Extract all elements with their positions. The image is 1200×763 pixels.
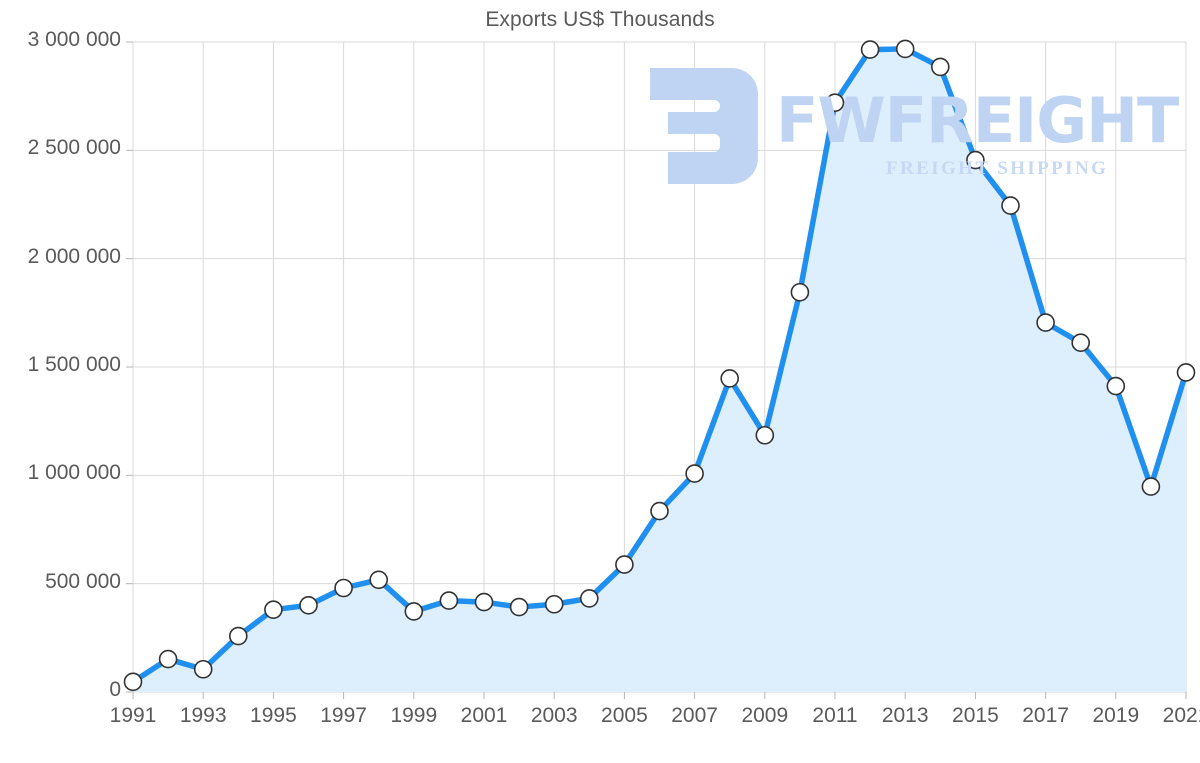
data-point-2012[interactable]: [860, 40, 880, 59]
x-axis-tick-label: 1993: [179, 704, 227, 727]
x-axis-tick-label: 1997: [320, 704, 367, 727]
data-point-1993[interactable]: [193, 659, 213, 679]
x-axis-tick-label: 2005: [601, 704, 648, 727]
x-axis-tick-label: 2007: [671, 704, 718, 727]
data-point-2008[interactable]: [720, 369, 740, 388]
data-point-2006[interactable]: [650, 501, 669, 521]
y-axis-tick-label: 2 000 000: [27, 244, 121, 268]
y-axis-tick-label: 1 000 000: [27, 461, 121, 485]
x-axis-tick-label: 1999: [390, 704, 438, 727]
data-point-2007[interactable]: [685, 464, 704, 483]
data-point-1997[interactable]: [334, 578, 353, 598]
x-axis-tick-label: 1995: [250, 704, 297, 727]
data-point-2009[interactable]: [755, 425, 775, 445]
data-point-2010[interactable]: [790, 282, 810, 302]
chart-title: Exports US$ Thousands: [485, 8, 715, 31]
data-point-1992[interactable]: [158, 649, 178, 669]
area-fill: [133, 48, 1186, 693]
data-point-2011[interactable]: [825, 93, 845, 112]
x-axis-tick-label: 2021: [1162, 704, 1200, 727]
x-axis-tick-label: 2011: [812, 704, 858, 727]
y-axis-tick-label: 1 500 000: [27, 353, 121, 376]
x-axis-tick-label: 2015: [952, 704, 999, 727]
data-point-2016[interactable]: [1001, 196, 1020, 215]
data-point-2014[interactable]: [930, 57, 950, 77]
data-point-2021[interactable]: [1176, 363, 1196, 382]
data-point-markers[interactable]: [123, 39, 1196, 692]
data-point-1999[interactable]: [404, 602, 424, 621]
data-point-2020[interactable]: [1141, 477, 1161, 496]
data-point-1996[interactable]: [299, 596, 318, 615]
data-point-2018[interactable]: [1071, 333, 1090, 353]
data-point-2004[interactable]: [579, 589, 599, 608]
x-axis-tick-label: 2001: [460, 704, 508, 727]
x-axis-tick-label: 2017: [1022, 704, 1069, 727]
data-point-2000[interactable]: [439, 591, 459, 610]
axis-tickmarks: [126, 41, 1187, 699]
x-axis-tick-label: 2003: [530, 704, 578, 727]
data-point-2015[interactable]: [966, 150, 985, 170]
data-point-1995[interactable]: [264, 600, 283, 619]
data-point-2002[interactable]: [509, 597, 529, 617]
data-point-2001[interactable]: [474, 592, 494, 612]
x-axis-tick-label: 1991: [109, 704, 157, 727]
data-point-2003[interactable]: [544, 594, 564, 614]
data-point-2005[interactable]: [615, 555, 634, 574]
data-point-2013[interactable]: [895, 39, 915, 59]
data-point-1998[interactable]: [369, 570, 389, 590]
y-axis-tick-label: 0: [109, 678, 121, 701]
y-axis-tick-label: 2 500 000: [27, 136, 121, 160]
y-axis-tick-label: 3 000 000: [27, 28, 121, 51]
data-point-1991[interactable]: [123, 672, 143, 692]
data-point-2019[interactable]: [1106, 376, 1126, 396]
x-axis-tick-label: 2009: [741, 704, 789, 727]
y-axis-tick-label: 500 000: [45, 569, 121, 593]
x-axis-tick-label: 2013: [881, 704, 929, 727]
data-point-1994[interactable]: [229, 626, 248, 646]
x-axis-tick-label: 2019: [1092, 704, 1140, 727]
data-point-2017[interactable]: [1036, 313, 1055, 332]
